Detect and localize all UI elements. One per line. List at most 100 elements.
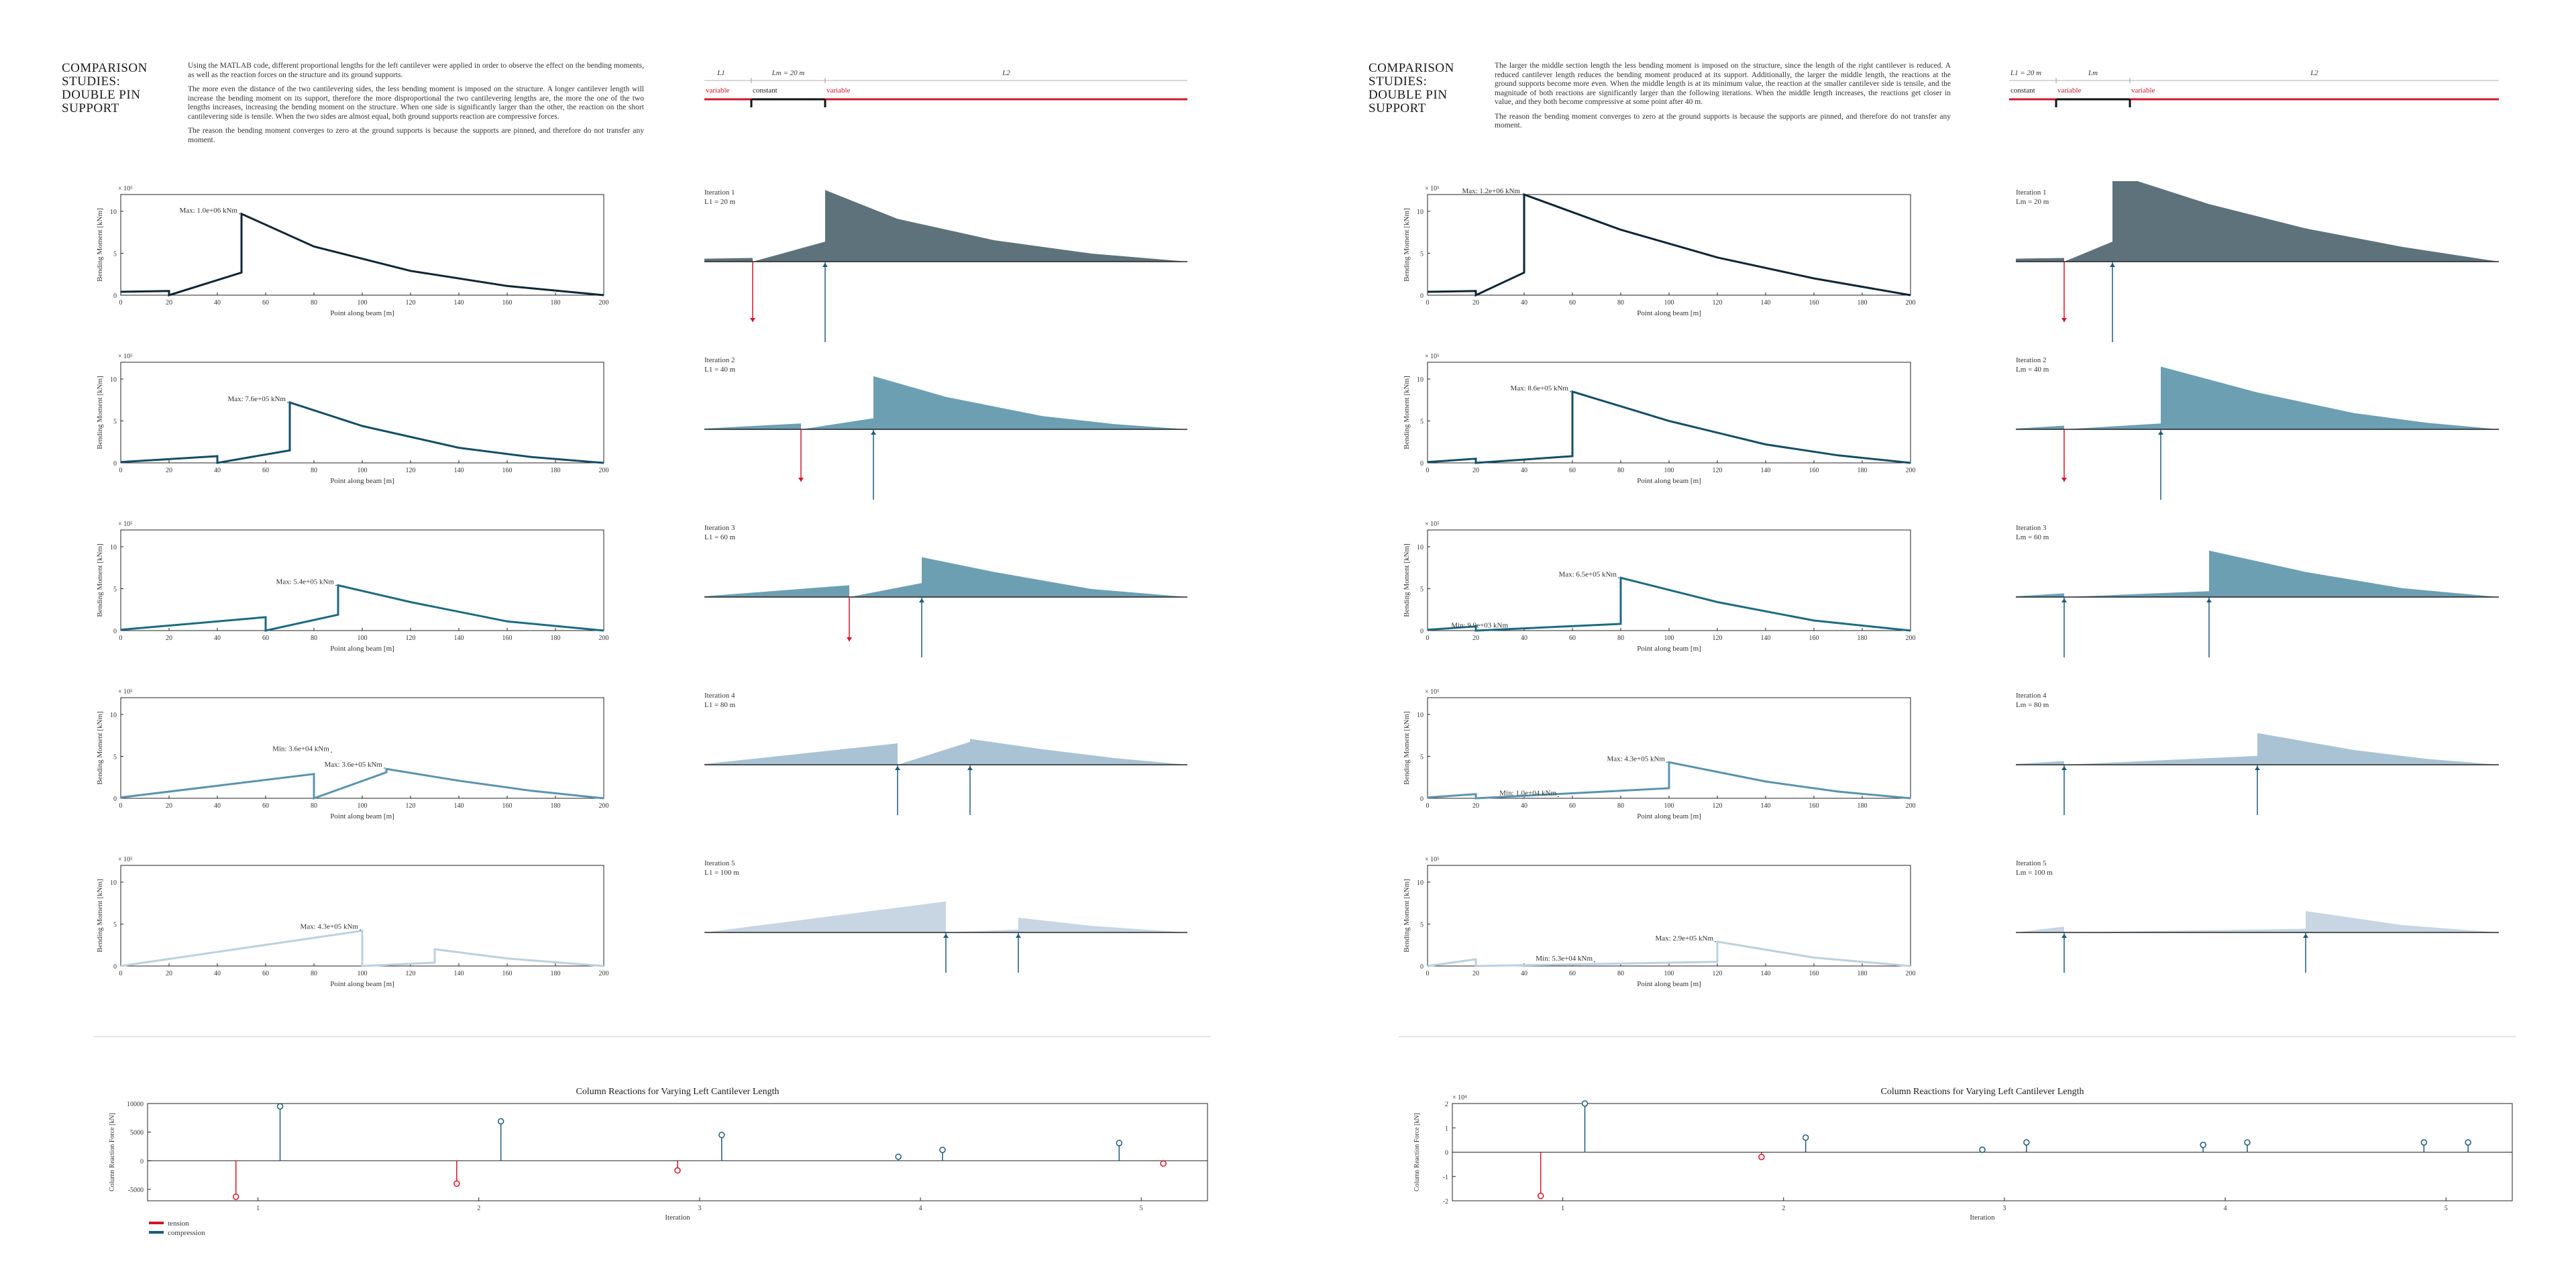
y-tick-label: 10: [110, 209, 117, 216]
x-tick-label: 200: [1906, 635, 1916, 642]
x-tick-label: 20: [1472, 467, 1479, 474]
chart-frame: [1427, 362, 1911, 464]
schematic-length-label: L2: [1002, 69, 1010, 77]
x-axis-label: Point along beam [m]: [1637, 477, 1701, 485]
x-tick-label: 120: [406, 299, 416, 307]
x-tick-label: 180: [551, 635, 561, 642]
y-exponent-label: × 10⁵: [118, 521, 133, 528]
moment-diagram-3: Iteration 3Lm = 60 m: [2016, 524, 2499, 657]
x-axis-label: Point along beam [m]: [1637, 309, 1701, 317]
annotation-label: Min: 3.6e+04 kNm: [272, 745, 329, 753]
x-tick-label: 0: [1426, 635, 1430, 642]
x-tick-label: 20: [166, 467, 172, 474]
y-axis-label: Column Reaction Force [kN]: [109, 1113, 116, 1191]
reaction-arrow: [2110, 263, 2115, 267]
x-tick-label: 140: [1761, 299, 1771, 307]
y-axis-label: Bending Moment [kNm]: [96, 376, 104, 449]
reaction-arrow: [2061, 478, 2067, 482]
iteration-length-label: Lm = 20 m: [2016, 198, 2049, 206]
left-column-reactions-chart: -5000 0 5000 10000 1 2 3 4 5 Iteration Column Reac…: [109, 1087, 1208, 1237]
x-tick-label: 120: [1713, 635, 1723, 642]
reaction-arrow: [2061, 934, 2067, 938]
y-tick-label: 5: [1420, 754, 1424, 761]
x-tick-label: 100: [1664, 467, 1674, 474]
x-tick-label: 20: [166, 802, 172, 810]
y-exponent-label: × 10⁵: [118, 353, 133, 360]
x-tick-label: 180: [1858, 802, 1868, 810]
bending-moment-chart-1: 0 20 40 60 80 100 120 140 160 180 200 0 5 10 × 10⁵ Poin…: [96, 185, 609, 317]
y-tick-label: 0: [113, 796, 117, 803]
reaction-arrow: [2061, 318, 2067, 322]
x-tick-label: 180: [551, 299, 561, 307]
left-panel-title: COMPARISON STUDIES: DOUBLE PIN SUPPORT: [62, 61, 148, 115]
bending-moment-chart-4: 0 20 40 60 80 100 120 140 160 180 200 0 5 10 × 10⁵ Poin…: [1403, 688, 1916, 820]
right-paragraph-1: The larger the middle section length the…: [1495, 62, 1951, 106]
y-tick-label: -1: [1443, 1174, 1448, 1181]
x-tick-label: 200: [599, 970, 609, 977]
tension-marker: [674, 1167, 681, 1174]
tension-marker: [1537, 1193, 1544, 1199]
annotation-label: Min: 1.0e+04 kNm: [1499, 790, 1556, 798]
x-tick-label: 180: [1858, 467, 1868, 474]
compression-marker: [1802, 1134, 1809, 1141]
chart-frame: [120, 697, 604, 799]
x-axis-label: Point along beam [m]: [330, 645, 394, 653]
y-tick-label: 5: [1420, 922, 1424, 929]
x-tick-label: 40: [214, 299, 221, 307]
bending-moment-chart-5: 0 20 40 60 80 100 120 140 160 180 200 0 5 10 × 10⁵ Poin…: [1403, 856, 1916, 988]
compression-marker: [2420, 1139, 2428, 1146]
y-tick-label: -5000: [128, 1187, 144, 1194]
schematic-length-label: L1 = 20 m: [2010, 69, 2041, 77]
x-tick-label: 160: [1809, 467, 1819, 474]
x-tick-label: 40: [214, 802, 221, 810]
x-axis-label: Point along beam [m]: [1637, 812, 1701, 820]
y-tick-label: 5: [1420, 251, 1424, 258]
annotation-label: Max: 7.6e+05 kNm: [227, 395, 286, 403]
x-tick-label: 200: [1906, 802, 1916, 810]
x-tick-label: 160: [502, 299, 513, 307]
y-tick-label: 5: [113, 922, 117, 929]
y-tick-label: 10: [1417, 376, 1424, 384]
x-axis-label: Iteration: [1970, 1214, 1995, 1222]
reaction-arrow: [2255, 766, 2260, 770]
moment-diagram-5: Iteration 5 Lm = 100 m: [2016, 859, 2499, 973]
reaction-arrow: [967, 766, 973, 770]
iteration-label: Iteration 3: [704, 524, 735, 532]
moment-area: [2016, 911, 2499, 932]
x-tick-label: 20: [1472, 970, 1479, 977]
annotation-label: Max: 1.0e+06 kNm: [179, 207, 237, 215]
y-tick-label: 0: [1420, 460, 1424, 468]
iteration-length-label: Lm = 100 m: [2016, 869, 2053, 877]
x-axis-label: Point along beam [m]: [1637, 645, 1701, 653]
iteration-label: Iteration 4: [2016, 692, 2047, 700]
y-tick-label: 10: [1417, 544, 1424, 551]
moment-diagram-3: Iteration 3L1 = 60 m: [704, 524, 1187, 657]
y-tick-label: 2: [1445, 1101, 1448, 1108]
x-tick-label: 20: [166, 635, 172, 642]
x-tick-label: 80: [311, 467, 317, 474]
schematic-length-label: Lm = 20 m: [771, 69, 805, 77]
iteration-label: Iteration 1: [704, 189, 735, 197]
y-tick-label: 0: [1445, 1150, 1448, 1157]
x-tick-label: 80: [1617, 635, 1624, 642]
chart-frame: [147, 1103, 1208, 1201]
x-tick-label: 4: [2224, 1205, 2227, 1212]
iteration-label: Iteration 4: [704, 692, 735, 700]
right-length-schematic: L1 = 20 m Lm L2 constant variable variable: [2009, 69, 2499, 107]
y-tick-label: 10: [110, 544, 117, 551]
moment-area: [2016, 733, 2499, 765]
annotation-label: Max: 4.3e+05 kNm: [1607, 755, 1665, 763]
compression-marker: [1581, 1100, 1589, 1107]
right-paragraph-2: The reason the bending moment converges …: [1495, 112, 1951, 130]
bending-moment-chart-1: 0 20 40 60 80 100 120 140 160 180 200 0 5 10 × 10⁵ Poin…: [1403, 185, 1916, 317]
segment-label: variable: [706, 87, 730, 95]
y-tick-label: 10: [110, 376, 117, 384]
y-tick-label: 10: [1417, 209, 1424, 216]
y-exponent-label: × 10⁵: [1425, 521, 1440, 528]
y-tick-label: 10: [1417, 879, 1424, 887]
compression-marker: [2244, 1139, 2251, 1146]
x-tick-label: 100: [358, 299, 368, 307]
x-tick-label: 40: [1521, 635, 1527, 642]
bending-moment-chart-4: 0 20 40 60 80 100 120 140 160 180 200 0 5 10 × 10⁵ Poin…: [96, 688, 609, 820]
